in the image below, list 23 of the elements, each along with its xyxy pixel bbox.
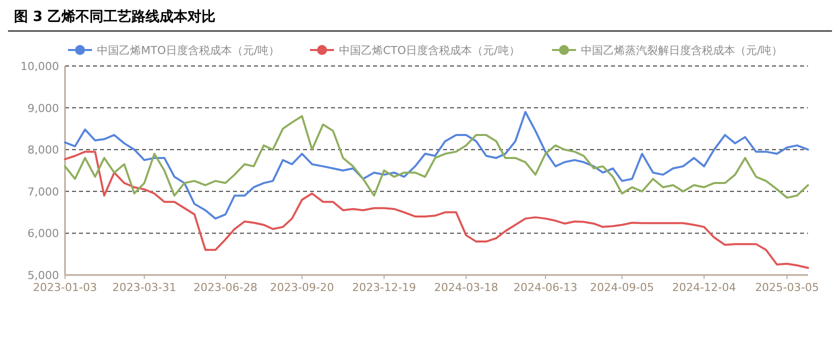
- y-tick-label: 10,000: [20, 60, 59, 73]
- y-tick-label: 7,000: [28, 185, 59, 198]
- legend-label: 中国乙烯CTO日度含税成本（元/吨）: [339, 44, 520, 57]
- chart-title: 图 3 乙烯不同工艺路线成本对比: [14, 9, 216, 25]
- line-series: [64, 150, 809, 269]
- line-series: [64, 110, 809, 220]
- line-series: [64, 115, 809, 199]
- x-tick-label: 2023-09-20: [270, 281, 334, 294]
- y-tick-label: 9,000: [28, 102, 59, 115]
- legend-label: 中国乙烯MTO日度含税成本（元/吨）: [97, 44, 280, 57]
- x-tick-label: 2024-09-05: [590, 281, 654, 294]
- x-tick-label: 2023-06-28: [193, 281, 258, 294]
- y-tick-label: 8,000: [28, 144, 59, 157]
- x-tick-label: 2024-06-13: [513, 281, 578, 294]
- x-tick-label: 2023-12-19: [352, 281, 416, 294]
- x-tick-label: 2024-03-18: [434, 281, 498, 294]
- x-tick-label: 2023-03-31: [112, 281, 176, 294]
- x-tick-label: 2023-01-03: [33, 281, 97, 294]
- x-tick-label: 2024-12-04: [672, 281, 736, 294]
- y-tick-label: 5,000: [28, 269, 59, 282]
- legend-label: 中国乙烯蒸汽裂解日度含税成本（元/吨）: [581, 44, 783, 57]
- x-tick-label: 2025-03-05: [755, 281, 819, 294]
- y-tick-label: 6,000: [28, 227, 59, 240]
